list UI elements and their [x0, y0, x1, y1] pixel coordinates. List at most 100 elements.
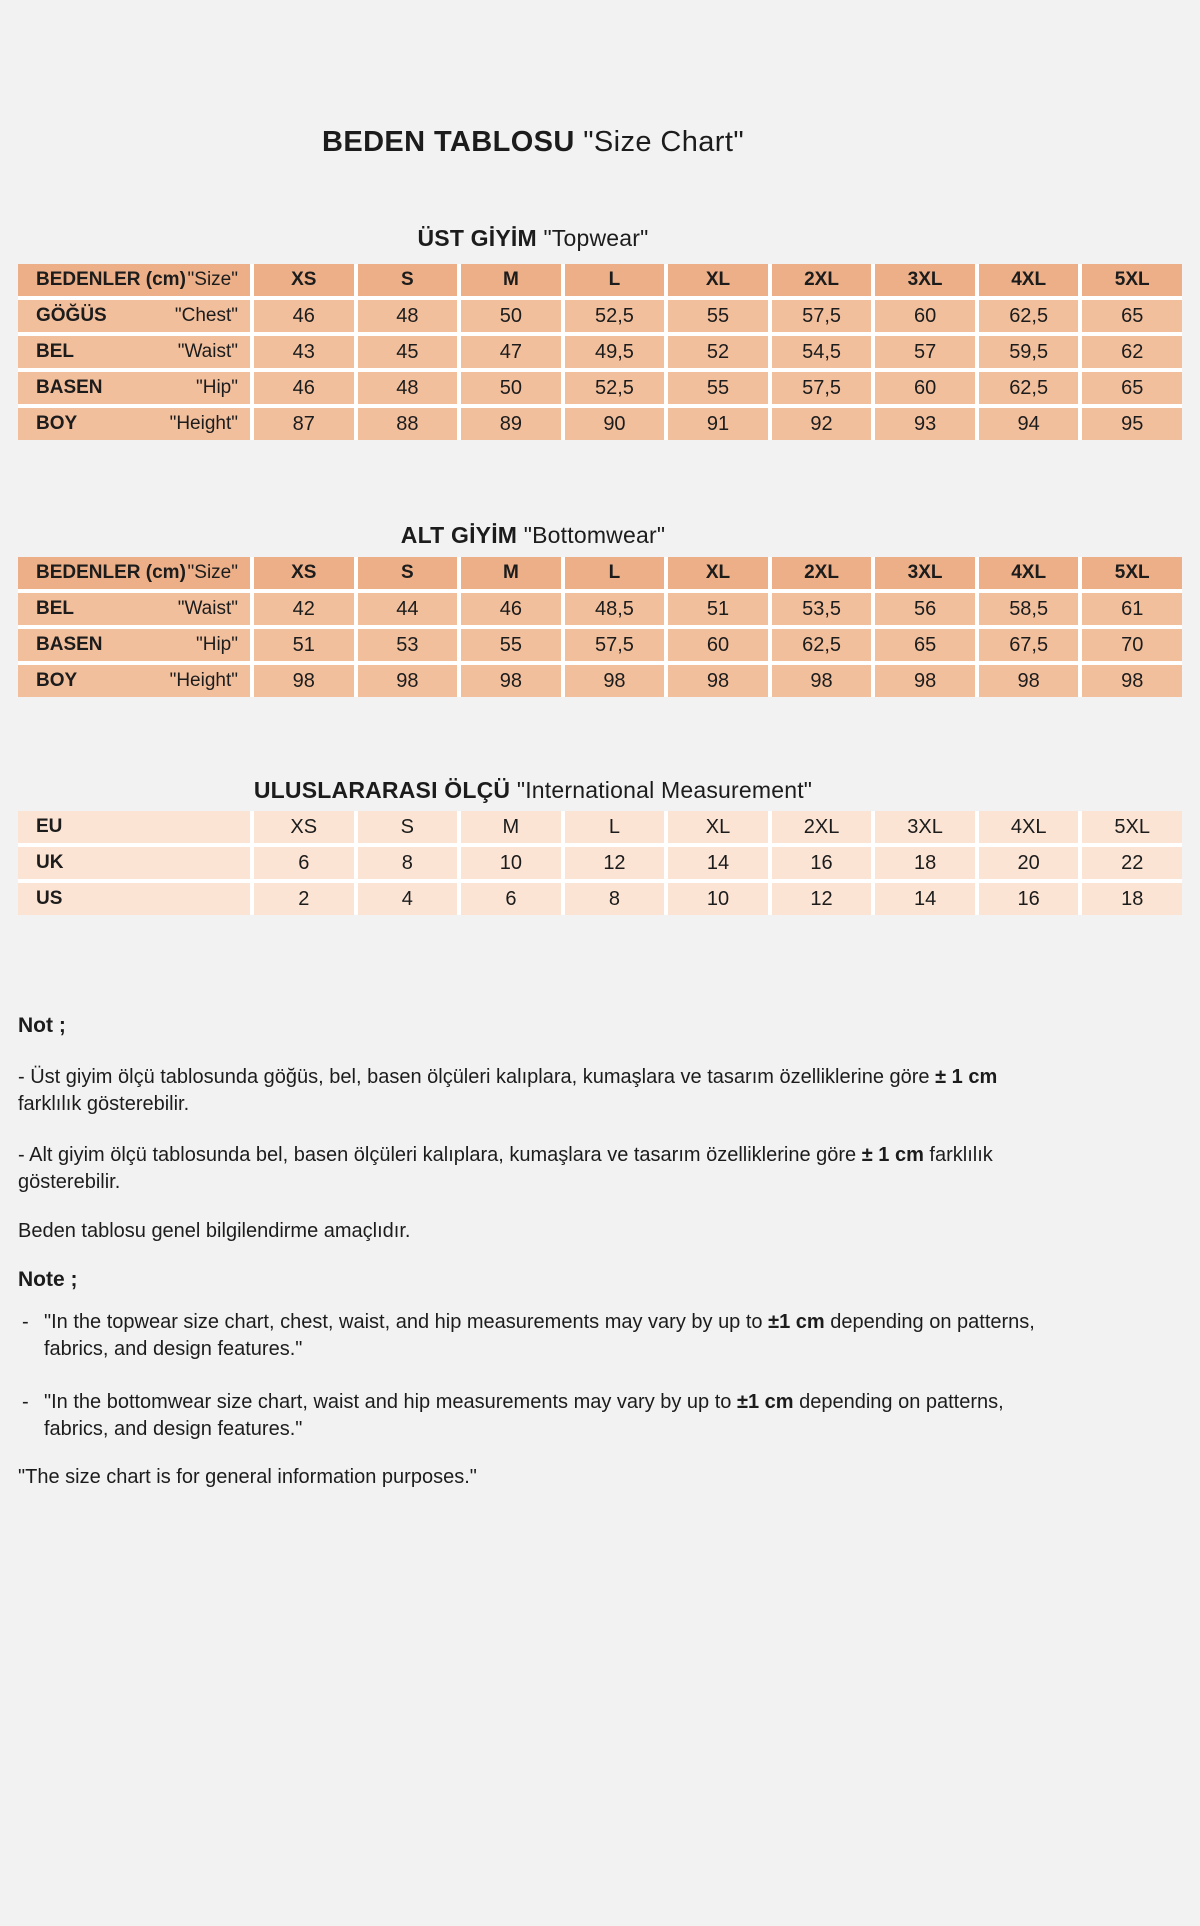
measurement-value-cell: 48: [357, 372, 458, 404]
english-note-topwear-tolerance: ±1 cm: [768, 1311, 825, 1333]
measurement-value-cell: 62,5: [978, 372, 1079, 404]
size-column-header: 4XL: [978, 264, 1079, 296]
measurement-row-label: BOY "Height": [18, 665, 250, 697]
measurement-value-cell: 43: [254, 336, 354, 368]
measurement-value-cell: 61: [1082, 593, 1182, 625]
measurement-value-cell: 54,5: [771, 336, 872, 368]
bottomwear-heading-english: "Bottomwear": [523, 522, 666, 548]
size-column-header: XL: [668, 557, 768, 589]
page-title-turkish: BEDEN TABLOSU: [321, 126, 575, 158]
turkish-note-bottomwear-text: - Alt giyim ölçü tablosunda bel, basen ö…: [18, 1144, 862, 1166]
international-heading-turkish: ULUSLARARASI ÖLÇÜ: [253, 777, 511, 803]
international-measurement-table: EU XS S M L XL 2XL 3XL 4XL 5XL UK 6 8 10 12 14 16 18 20 22 U…: [18, 811, 1182, 915]
size-table-corner-label-turkish: BEDENLER (cm): [36, 269, 186, 290]
measurement-row-label: BASEN "Hip": [18, 629, 250, 661]
measurement-value-cell: 98: [564, 665, 665, 697]
measurement-value-cell: 89: [461, 408, 561, 440]
bottomwear-heading-turkish: ALT GİYİM: [400, 522, 518, 548]
row-label-turkish: BOY: [36, 670, 78, 691]
measurement-value-cell: 46: [254, 372, 354, 404]
measurement-value-cell: 55: [668, 372, 768, 404]
topwear-heading-english: "Topwear": [543, 225, 649, 251]
topwear-section-heading: ÜST GİYİM "Topwear": [0, 225, 1066, 252]
measurement-row-label: BASEN "Hip": [18, 372, 250, 404]
measurement-value-cell: 98: [668, 665, 768, 697]
english-note-bottomwear: - "In the bottomwear size chart, waist a…: [18, 1389, 1052, 1443]
row-label-english: "Hip": [196, 377, 238, 398]
size-column-header: XL: [668, 264, 768, 296]
region-size-cell: 22: [1082, 847, 1182, 879]
region-size-cell: 16: [978, 883, 1079, 915]
english-note-topwear-paragraph: "In the topwear size chart, chest, waist…: [44, 1309, 1052, 1363]
international-section-heading: ULUSLARARASI ÖLÇÜ "International Measure…: [0, 777, 1066, 804]
measurement-value-cell: 46: [461, 593, 561, 625]
row-label-english: "Hip": [196, 634, 238, 655]
region-size-cell: M: [461, 811, 561, 843]
measurement-value-cell: 51: [668, 593, 768, 625]
row-label-english: "Waist": [177, 341, 238, 362]
region-size-cell: 4: [357, 883, 458, 915]
measurement-value-cell: 53: [357, 629, 458, 661]
region-size-cell: S: [357, 811, 458, 843]
measurement-value-cell: 65: [1082, 372, 1182, 404]
measurement-value-cell: 90: [564, 408, 665, 440]
region-size-cell: 14: [875, 883, 975, 915]
size-column-header: M: [461, 264, 561, 296]
measurement-value-cell: 58,5: [978, 593, 1079, 625]
region-size-cell: 12: [564, 847, 665, 879]
measurement-value-cell: 70: [1082, 629, 1182, 661]
size-column-header: 5XL: [1082, 557, 1182, 589]
bullet-dash: -: [22, 1311, 29, 1333]
region-size-cell: 2XL: [771, 811, 872, 843]
english-note-bottomwear-tail: depending on patterns, fabrics, and desi…: [44, 1391, 1004, 1440]
bullet-dash: -: [22, 1391, 29, 1413]
row-label-english: "Waist": [177, 598, 238, 619]
measurement-value-cell: 62,5: [771, 629, 872, 661]
region-size-cell: 10: [668, 883, 768, 915]
region-size-cell: XL: [668, 811, 768, 843]
measurement-value-cell: 60: [875, 300, 975, 332]
page-title: BEDEN TABLOSU "Size Chart": [0, 126, 1066, 159]
size-column-header: 2XL: [771, 557, 872, 589]
region-size-cell: 14: [668, 847, 768, 879]
turkish-note-topwear-tail: farklılık gösterebilir.: [18, 1093, 190, 1115]
region-size-cell: XS: [254, 811, 354, 843]
english-note-footer: "The size chart is for general informati…: [18, 1466, 477, 1488]
topwear-heading-turkish: ÜST GİYİM: [417, 225, 537, 251]
measurement-row-label: BOY "Height": [18, 408, 250, 440]
measurement-value-cell: 95: [1082, 408, 1182, 440]
size-column-header: L: [564, 264, 665, 296]
measurement-value-cell: 53,5: [771, 593, 872, 625]
english-note-bottomwear-tolerance: ±1 cm: [736, 1391, 794, 1413]
measurement-value-cell: 56: [875, 593, 975, 625]
english-note-bottomwear-text: "In the bottomwear size chart, waist and…: [44, 1391, 737, 1413]
region-size-cell: 6: [461, 883, 561, 915]
region-size-cell: 18: [875, 847, 975, 879]
region-row-label: EU: [18, 811, 250, 843]
measurement-value-cell: 65: [875, 629, 975, 661]
english-note-topwear: - "In the topwear size chart, chest, wai…: [18, 1309, 1052, 1363]
row-label-english: "Height": [169, 413, 238, 434]
size-table-corner-cell: BEDENLER (cm) "Size": [18, 264, 250, 296]
region-size-cell: 8: [357, 847, 458, 879]
size-column-header: 3XL: [875, 264, 975, 296]
measurement-value-cell: 65: [1082, 300, 1182, 332]
measurement-row-label: BEL "Waist": [18, 593, 250, 625]
measurement-value-cell: 98: [771, 665, 872, 697]
measurement-value-cell: 57,5: [771, 300, 872, 332]
topwear-size-table: BEDENLER (cm) "Size" XS S M L XL 2XL 3XL 4XL 5XL GÖ…: [18, 264, 1182, 440]
measurement-value-cell: 91: [668, 408, 768, 440]
measurement-value-cell: 88: [357, 408, 458, 440]
bottomwear-size-table: BEDENLER (cm) "Size" XS S M L XL 2XL 3XL 4XL 5XL BE…: [18, 557, 1182, 697]
size-table-corner-label-english: "Size": [187, 562, 238, 583]
notes-section: Not ; - Üst giyim ölçü tablosunda göğüs,…: [18, 1012, 1052, 1491]
measurement-value-cell: 46: [254, 300, 354, 332]
row-label-turkish: GÖĞÜS: [36, 305, 107, 326]
row-label-turkish: BEL: [36, 598, 74, 619]
measurement-value-cell: 57,5: [771, 372, 872, 404]
measurement-row-label: GÖĞÜS "Chest": [18, 300, 250, 332]
measurement-value-cell: 50: [461, 372, 561, 404]
measurement-value-cell: 62,5: [978, 300, 1079, 332]
turkish-note-bottomwear-tolerance: ± 1 cm: [861, 1144, 924, 1166]
region-size-cell: 8: [564, 883, 665, 915]
